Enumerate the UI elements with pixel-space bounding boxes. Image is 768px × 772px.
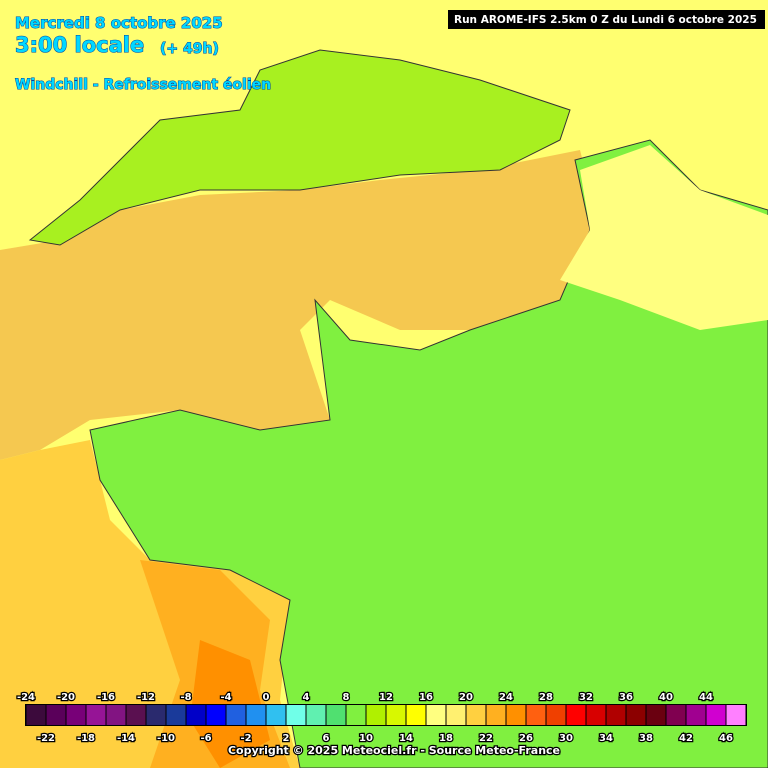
legend-swatch [626,705,646,725]
land-england [28,49,571,246]
date: Mercredi 8 octobre 2025 [15,14,223,32]
legend-swatch [666,705,686,725]
legend-swatch [646,705,666,725]
legend-label: 46 [719,733,733,744]
legend-label: 38 [639,733,653,744]
legend-label: 32 [579,692,593,703]
legend-swatch [26,705,46,725]
legend-label: 4 [303,692,310,703]
legend-swatch [206,705,226,725]
legend-swatch [66,705,86,725]
legend-label: 0 [263,692,270,703]
legend-swatch [726,705,746,725]
legend-swatch [106,705,126,725]
legend-swatch [266,705,286,725]
legend-label: 16 [419,692,433,703]
legend-label: 2 [283,733,290,744]
legend-swatch [526,705,546,725]
lead-time: (+ 49h) [160,41,219,57]
legend: -24-22-20-18-16-14-12-10-8-6-4-202468101… [16,691,747,745]
legend-label: 34 [599,733,613,744]
legend-swatch [386,705,406,725]
legend-swatch [186,705,206,725]
legend-label: -14 [117,733,135,744]
parameter: Windchill - Refroissement éolien [15,77,271,93]
copyright: Copyright © 2025 Meteociel.fr - Source M… [228,744,560,757]
legend-label: 10 [359,733,373,744]
legend-swatch [706,705,726,725]
legend-swatch [686,705,706,725]
legend-swatch [46,705,66,725]
legend-swatch [306,705,326,725]
legend-label: 14 [399,733,413,744]
legend-swatch [346,705,366,725]
legend-label: 18 [439,733,453,744]
legend-label: 24 [499,692,513,703]
legend-label: -20 [57,692,75,703]
legend-label: 44 [699,692,713,703]
legend-swatch [446,705,466,725]
legend-label: 8 [343,692,350,703]
legend-swatch [246,705,266,725]
run-info: Run AROME-IFS 2.5km 0 Z du Lundi 6 octob… [454,14,757,26]
legend-swatch [126,705,146,725]
legend-label: 40 [659,692,673,703]
legend-label: -12 [137,692,155,703]
legend-label: 30 [559,733,573,744]
run-box [448,10,765,29]
legend-label: 36 [619,692,633,703]
legend-swatch [226,705,246,725]
legend-swatch [466,705,486,725]
legend-label: -24 [17,692,35,703]
legend-label: -2 [240,733,251,744]
legend-swatch [606,705,626,725]
legend-label: -10 [157,733,175,744]
legend-label: -6 [200,733,211,744]
legend-label: 26 [519,733,533,744]
legend-swatch [86,705,106,725]
land-north-cool [560,145,768,330]
legend-label: 6 [323,733,330,744]
legend-swatch [166,705,186,725]
legend-swatch [366,705,386,725]
legend-swatch [506,705,526,725]
legend-label: -18 [77,733,95,744]
legend-label: -8 [180,692,191,703]
sea-channel [0,150,600,460]
legend-label: -16 [97,692,115,703]
legend-swatch [326,705,346,725]
legend-label: 42 [679,733,693,744]
legend-swatch [566,705,586,725]
legend-label: -4 [220,692,231,703]
legend-swatch [426,705,446,725]
legend-swatch [146,705,166,725]
legend-label: 28 [539,692,553,703]
legend-label: 22 [479,733,493,744]
legend-label: 20 [459,692,473,703]
legend-swatch [406,705,426,725]
legend-swatch [286,705,306,725]
time: 3:00 locale [15,33,144,57]
land-france [89,139,768,769]
legend-label: -22 [37,733,55,744]
legend-swatch [546,705,566,725]
legend-swatch [486,705,506,725]
legend-swatch [586,705,606,725]
legend-label: 12 [379,692,393,703]
